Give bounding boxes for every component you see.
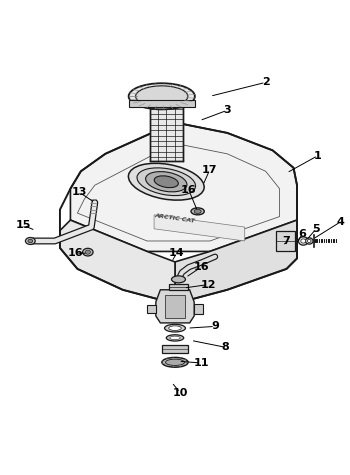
- Ellipse shape: [306, 238, 313, 244]
- Polygon shape: [164, 295, 186, 318]
- Text: 12: 12: [200, 280, 216, 290]
- Polygon shape: [70, 123, 297, 251]
- Ellipse shape: [164, 324, 186, 332]
- Ellipse shape: [26, 238, 35, 245]
- Ellipse shape: [166, 359, 184, 365]
- Text: 3: 3: [224, 105, 231, 115]
- Ellipse shape: [194, 209, 201, 213]
- Polygon shape: [156, 290, 194, 323]
- Ellipse shape: [307, 239, 311, 243]
- Text: 14: 14: [169, 248, 184, 258]
- Ellipse shape: [146, 171, 187, 192]
- Text: 1: 1: [314, 151, 322, 161]
- Polygon shape: [276, 231, 295, 251]
- Polygon shape: [194, 304, 203, 314]
- Text: 16: 16: [68, 248, 83, 258]
- Ellipse shape: [166, 335, 184, 341]
- Text: 7: 7: [283, 236, 290, 246]
- Text: 4: 4: [337, 217, 344, 227]
- Text: 9: 9: [211, 322, 219, 332]
- Text: 11: 11: [194, 358, 209, 368]
- Ellipse shape: [129, 83, 195, 109]
- Ellipse shape: [128, 163, 204, 200]
- Text: 13: 13: [71, 187, 87, 197]
- Polygon shape: [149, 107, 183, 161]
- Text: 8: 8: [222, 342, 229, 352]
- Text: ARCTIC CAT: ARCTIC CAT: [154, 213, 196, 224]
- Ellipse shape: [83, 248, 93, 256]
- Ellipse shape: [162, 357, 188, 367]
- Polygon shape: [169, 284, 188, 291]
- Text: 6: 6: [298, 229, 306, 239]
- Polygon shape: [129, 101, 195, 107]
- Ellipse shape: [154, 176, 178, 188]
- Ellipse shape: [137, 168, 196, 196]
- Ellipse shape: [135, 86, 188, 107]
- Polygon shape: [175, 220, 297, 304]
- Ellipse shape: [299, 237, 308, 245]
- Ellipse shape: [170, 336, 180, 340]
- Text: 5: 5: [312, 224, 320, 234]
- Ellipse shape: [169, 326, 181, 331]
- Ellipse shape: [85, 250, 90, 254]
- Text: 16: 16: [181, 185, 197, 195]
- Text: 15: 15: [16, 220, 31, 230]
- Polygon shape: [154, 215, 245, 241]
- Ellipse shape: [191, 208, 204, 215]
- Polygon shape: [147, 305, 156, 313]
- Polygon shape: [162, 345, 188, 353]
- Text: 16: 16: [193, 262, 209, 272]
- Ellipse shape: [301, 239, 306, 243]
- Polygon shape: [60, 220, 175, 304]
- Text: 10: 10: [173, 388, 188, 398]
- Text: 2: 2: [262, 77, 270, 87]
- Ellipse shape: [172, 276, 186, 283]
- Text: 17: 17: [202, 164, 218, 174]
- Ellipse shape: [28, 239, 33, 243]
